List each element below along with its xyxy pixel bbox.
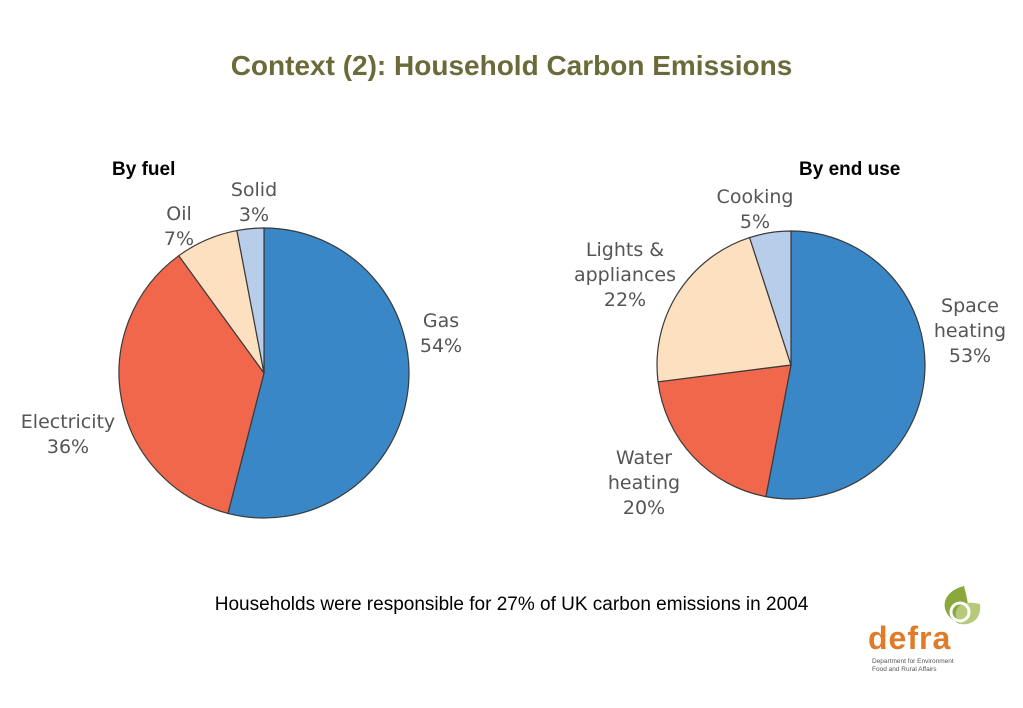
slice-label-space-heating: Space [941, 295, 999, 317]
pie-slice-cooking [748, 230, 792, 366]
slice-label-lights-appliances: appliances [574, 264, 676, 286]
slice-value-gas: 54% [420, 335, 462, 357]
chart-title-by-end-use: By end use [799, 159, 901, 180]
pie-slice-gas [227, 227, 410, 519]
slice-value-water-heating: 20% [623, 497, 665, 519]
slice-value-space-heating: 53% [949, 345, 991, 367]
leaf-icon [944, 586, 981, 625]
slice-label-solid: Solid [231, 179, 277, 201]
chart-title-by-fuel: By fuel [112, 159, 176, 180]
slice-label-oil: Oil [166, 203, 192, 225]
slice-value-oil: 7% [164, 228, 194, 250]
slice-label-water-heating: heating [608, 472, 680, 494]
slice-label-lights-appliances: Lights & [586, 239, 664, 261]
logo-line-1: Department for Environment [872, 658, 954, 665]
slice-label-gas: Gas [423, 310, 459, 332]
slice-label-water-heating: Water [616, 447, 672, 469]
slice-value-lights-appliances: 22% [604, 289, 646, 311]
caption: Households were responsible for 27% of U… [214, 594, 809, 615]
pie-slice-solid [236, 227, 265, 374]
slice-value-cooking: 5% [740, 211, 770, 233]
slice-label-cooking: Cooking [717, 186, 794, 208]
defra-logo: defra Department for Environment Food an… [868, 584, 988, 674]
slice-label-space-heating: heating [934, 320, 1006, 342]
pie-slice-electricity [118, 254, 265, 515]
slice-value-solid: 3% [239, 204, 269, 226]
logo-line-2: Food and Rural Affairs [872, 666, 937, 673]
slice-value-electricity: 36% [47, 436, 89, 458]
page-title: Context (2): Household Carbon Emissions [230, 50, 793, 81]
logo-word: defra [868, 620, 952, 656]
pie-slice-space-heating [765, 230, 926, 500]
pie-slice-water-heating [657, 364, 792, 498]
pie-slice-lights-appliances [656, 236, 792, 383]
slice-label-electricity: Electricity [21, 411, 115, 433]
